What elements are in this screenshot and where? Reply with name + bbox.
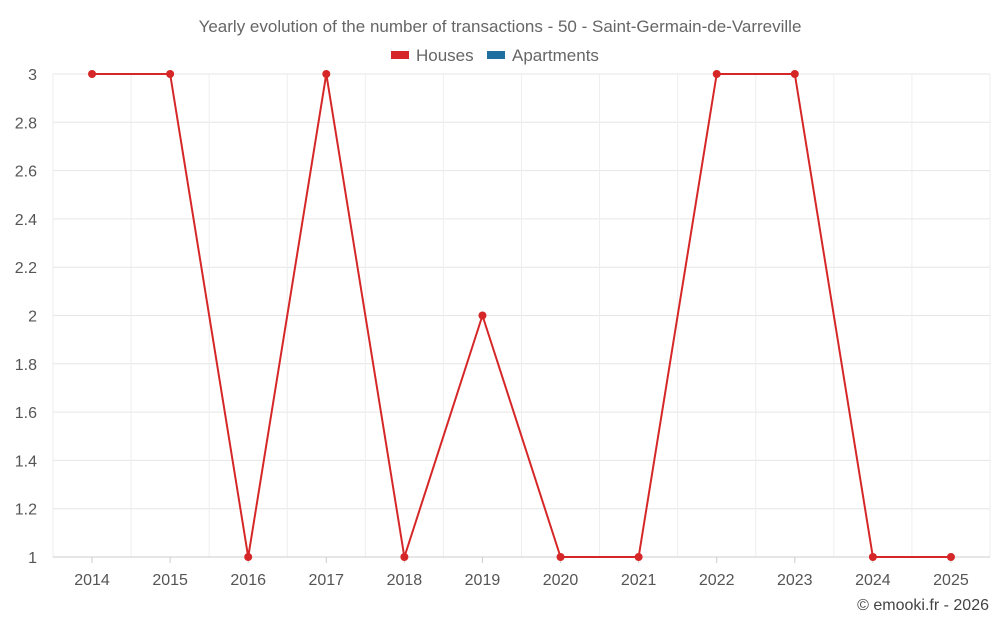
legend-label-apartments: Apartments — [512, 46, 599, 65]
series-line-houses — [92, 73, 951, 558]
data-point-houses-2020[interactable] — [556, 553, 565, 561]
data-point-houses-2019[interactable] — [478, 311, 487, 320]
legend-item-houses[interactable]: Houses — [391, 46, 474, 65]
data-point-houses-2018[interactable] — [400, 553, 409, 561]
grid — [52, 73, 991, 558]
data-point-houses-2014[interactable] — [88, 70, 97, 78]
data-point-houses-2015[interactable] — [166, 70, 175, 78]
y-tick-label: 2.4 — [15, 212, 37, 229]
x-tick-label: 2025 — [933, 572, 969, 589]
x-tick-label: 2015 — [152, 572, 188, 589]
y-tick-label: 2.6 — [15, 164, 37, 181]
data-point-houses-2017[interactable] — [322, 70, 331, 78]
y-axis-ticks: 1 1.2 1.4 1.6 1.8 2 2.2 2.4 2.6 2.8 3 — [15, 67, 37, 567]
x-tick-label: 2019 — [465, 572, 501, 589]
x-tick-label: 2024 — [855, 572, 891, 589]
x-tick-label: 2016 — [230, 572, 266, 589]
data-point-houses-2024[interactable] — [868, 553, 877, 561]
x-tick-label: 2014 — [74, 572, 110, 589]
x-tick-label: 2022 — [699, 572, 735, 589]
chart-title: Yearly evolution of the number of transa… — [199, 17, 802, 36]
data-point-houses-2021[interactable] — [634, 553, 643, 561]
y-tick-label: 1 — [28, 550, 37, 567]
data-point-houses-2016[interactable] — [244, 553, 253, 561]
y-tick-label: 1.8 — [15, 357, 37, 374]
legend-label-houses: Houses — [416, 46, 474, 65]
y-tick-label: 3 — [28, 67, 37, 84]
x-tick-label: 2018 — [387, 572, 423, 589]
series-houses — [88, 70, 955, 561]
data-point-houses-2025[interactable] — [946, 553, 955, 561]
y-tick-label: 1.2 — [15, 502, 37, 519]
y-tick-label: 1.4 — [15, 453, 37, 470]
legend-swatch-apartments — [487, 51, 505, 59]
credit-text: © emooki.fr - 2026 — [857, 597, 989, 614]
x-tick-label: 2020 — [543, 572, 579, 589]
x-tick-label: 2017 — [308, 572, 344, 589]
data-point-houses-2023[interactable] — [790, 70, 799, 78]
legend: Houses Apartments — [391, 46, 599, 65]
y-tick-label: 2.2 — [15, 260, 37, 277]
y-tick-label: 2.8 — [15, 115, 37, 132]
x-tick-label: 2023 — [777, 572, 813, 589]
data-point-houses-2022[interactable] — [712, 70, 721, 78]
x-axis-ticks: 2014 2015 2016 2017 2018 2019 2020 2021 2022 2023… — [74, 557, 969, 589]
y-tick-label: 1.6 — [15, 405, 37, 422]
legend-item-apartments[interactable]: Apartments — [487, 46, 599, 65]
legend-swatch-houses — [391, 51, 409, 59]
y-tick-label: 2 — [28, 309, 37, 326]
x-tick-label: 2021 — [621, 572, 657, 589]
